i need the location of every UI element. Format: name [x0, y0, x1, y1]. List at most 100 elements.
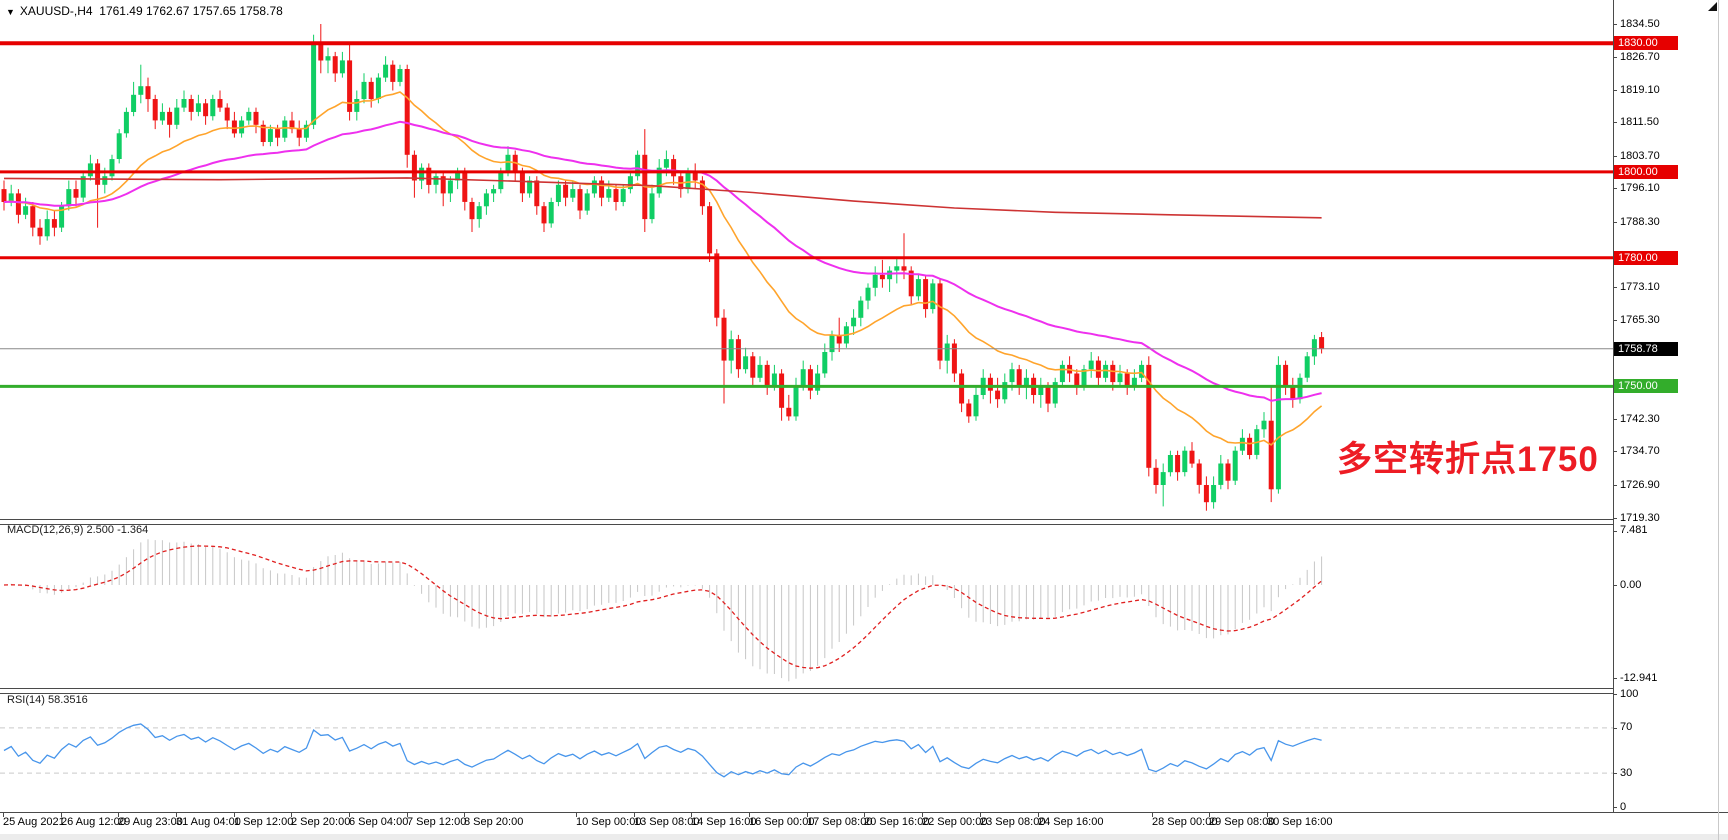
price-chart[interactable]: [0, 0, 1613, 519]
time-tick-label: 22 Sep 00:00: [922, 816, 988, 828]
candle-body: [339, 60, 345, 74]
candle-body: [123, 111, 129, 134]
candle-body: [462, 171, 468, 202]
indicator-line: [3, 120, 1322, 402]
candle-body: [1117, 373, 1123, 383]
time-tick-label: 29 Aug 23:00: [118, 816, 183, 828]
rsi-tick-mark: [1613, 807, 1617, 808]
candle-body: [332, 56, 338, 74]
candle-body: [527, 180, 533, 194]
candle-body: [635, 154, 641, 177]
panel-separator[interactable]: [0, 688, 1613, 694]
time-tick-mark: [118, 813, 119, 817]
candle-body: [476, 206, 482, 220]
candle-body: [1103, 364, 1109, 378]
candle-body: [167, 111, 173, 125]
candle-body: [73, 189, 79, 198]
candle-body: [1189, 450, 1195, 464]
candle-body: [51, 219, 57, 228]
candle-body: [995, 390, 1001, 400]
time-tick-label: 30 Sep 16:00: [1267, 816, 1333, 828]
time-tick-label: 8 Sep 20:00: [464, 816, 524, 828]
price-tick-label: 1734.70: [1620, 445, 1660, 458]
time-tick-mark: [1152, 813, 1153, 817]
price-tick-label: 1788.30: [1620, 215, 1660, 228]
candle-body: [368, 81, 374, 100]
chart-dropdown-icon[interactable]: ▼: [6, 7, 15, 17]
candle-body: [447, 180, 453, 194]
rsi-chart[interactable]: [0, 692, 1613, 812]
candle-body: [44, 219, 50, 237]
scroll-to-end-icon[interactable]: [1708, 2, 1717, 11]
candle-body: [1009, 369, 1015, 383]
time-tick-mark: [61, 813, 62, 817]
price-axis[interactable]: 1834.50 1826.70 1819.10 1811.50 1803.70 1796.…: [1613, 0, 1728, 813]
candle-body: [858, 300, 864, 318]
candle-body: [987, 377, 993, 391]
candle-body: [620, 189, 626, 202]
chart-annotation-text: 多空转折点1750: [1337, 440, 1599, 479]
rsi-tick-label: 0: [1620, 800, 1627, 813]
price-tick-mark: [1613, 56, 1617, 58]
price-tick-label: 1726.90: [1620, 478, 1660, 491]
candle-body: [102, 176, 108, 185]
candle-body: [1203, 485, 1209, 503]
candle-body: [915, 279, 921, 297]
candle-body: [1319, 337, 1325, 349]
rsi-value: 58.3516: [47, 694, 88, 706]
candle-body: [728, 339, 734, 361]
candle-body: [282, 120, 288, 138]
candle-body: [757, 364, 763, 378]
time-tick-label: 6 Sep 04:00: [349, 816, 409, 828]
candle-body: [591, 180, 597, 194]
time-axis[interactable]: 25 Aug 2021 26 Aug 12:00 29 Aug 23:00 31 Au…: [0, 812, 1728, 835]
candle-body: [1160, 472, 1166, 485]
candle-body: [1153, 467, 1159, 485]
candle-body: [1275, 364, 1281, 490]
candle-body: [491, 189, 497, 194]
price-tick-mark: [1613, 320, 1617, 322]
candle-body: [260, 124, 266, 142]
price-tick-mark: [1613, 188, 1617, 190]
candle-body: [1139, 364, 1145, 378]
candle-body: [699, 180, 705, 207]
candle-body: [267, 129, 273, 142]
time-tick-mark: [349, 813, 350, 817]
candle-body: [606, 189, 612, 198]
price-tick-label: 1819.10: [1620, 83, 1660, 96]
candle-body: [786, 407, 792, 417]
candle-body: [973, 394, 979, 417]
candle-body: [426, 167, 432, 185]
time-tick-mark: [864, 813, 865, 817]
rsi-tick-label: 100: [1620, 687, 1639, 700]
symbol-timeframe-label: XAUUSD-,H4: [19, 4, 93, 18]
macd-signal-value: -1.364: [117, 524, 149, 536]
candle-body: [455, 171, 461, 181]
macd-chart[interactable]: [0, 523, 1613, 688]
panel-separator[interactable]: [0, 519, 1613, 525]
time-tick-mark: [1209, 813, 1210, 817]
candle-body: [937, 283, 943, 361]
candle-body: [743, 356, 749, 370]
candle-body: [685, 171, 691, 190]
macd-name: MACD(12,26,9): [7, 524, 84, 536]
macd-main-value: 2.500: [86, 524, 115, 536]
candle-body: [807, 369, 813, 391]
candle-body: [174, 107, 180, 125]
candle-body: [246, 111, 252, 121]
macd-tick-mark: [1613, 585, 1617, 586]
candle-body: [289, 120, 295, 130]
indicator-line: [3, 91, 1323, 446]
candle-body: [908, 270, 914, 297]
candle-body: [1247, 437, 1253, 455]
candle-body: [692, 171, 698, 181]
candle-body: [1196, 463, 1202, 485]
candle-body: [1095, 360, 1101, 378]
candle-body: [203, 103, 209, 117]
candle-body: [1045, 386, 1051, 404]
candle-body: [750, 356, 756, 378]
candle-body: [181, 99, 187, 108]
time-tick-label: 16 Sep 00:00: [749, 816, 815, 828]
candle-body: [231, 120, 237, 134]
candle-body: [923, 279, 929, 310]
